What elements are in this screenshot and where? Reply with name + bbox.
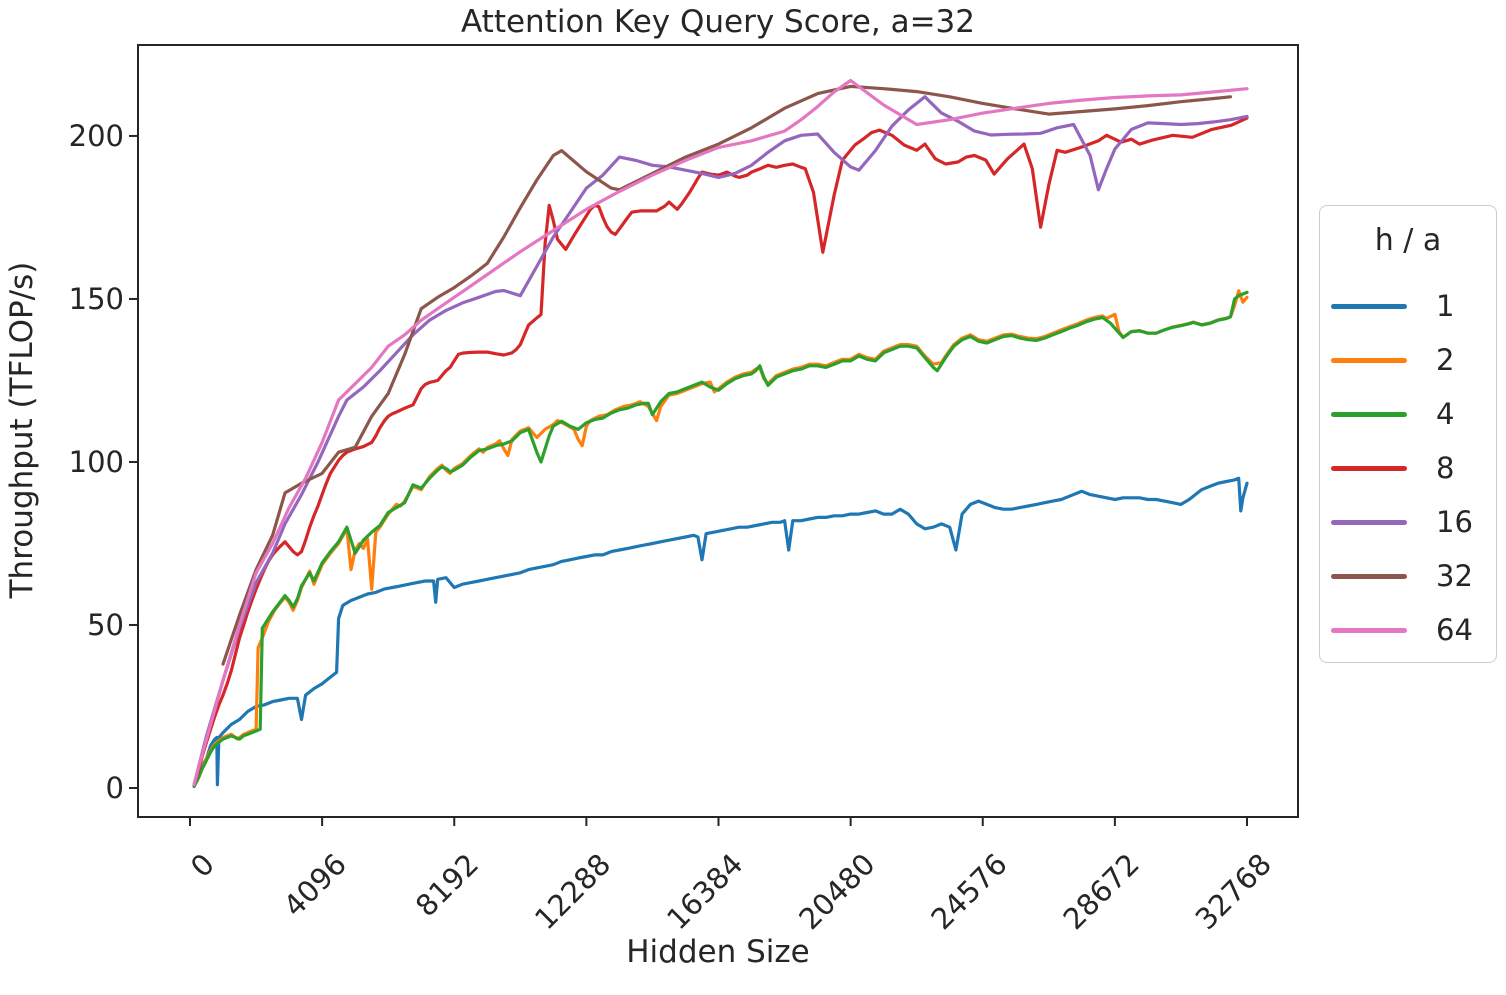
series-line-64 [192, 78, 1249, 787]
x-axis-label: Hidden Size [626, 934, 810, 970]
legend-swatch-64 [1331, 627, 1407, 633]
x-tick-label: 16384 [660, 847, 749, 936]
series-line-16 [192, 95, 1249, 787]
y-tick-label: 200 [69, 119, 124, 153]
y-axis-label: Throughput (TFLOP/s) [4, 261, 40, 599]
legend-swatch-4 [1331, 411, 1407, 417]
legend-label: 32 [1436, 559, 1473, 593]
x-tick-label: 32768 [1189, 847, 1278, 936]
legend-item-64: 64 [1320, 603, 1496, 657]
legend-item-16: 16 [1320, 495, 1496, 549]
legend-label: 4 [1436, 397, 1455, 431]
series-line-4 [192, 290, 1249, 789]
series-line-8 [192, 116, 1249, 787]
series-line-1 [192, 476, 1249, 789]
legend-items: 1 2 4 8 16 32 64 [1320, 279, 1496, 657]
legend-item-32: 32 [1320, 549, 1496, 603]
x-tick-label: 12288 [528, 847, 617, 936]
legend-label: 64 [1436, 613, 1473, 647]
legend-swatch-2 [1331, 357, 1407, 363]
legend-item-4: 4 [1320, 387, 1496, 441]
y-tick-label: 100 [69, 445, 124, 479]
legend-label: 8 [1436, 451, 1455, 485]
legend-label: 1 [1436, 289, 1455, 323]
x-tick-label: 0 [184, 847, 221, 884]
legend-item-8: 8 [1320, 441, 1496, 495]
x-tick-label: 8192 [409, 847, 485, 923]
chart-title: Attention Key Query Score, a=32 [461, 4, 975, 40]
legend-label: 16 [1436, 505, 1473, 539]
x-tick-label: 24576 [924, 847, 1013, 936]
legend-swatch-1 [1331, 303, 1407, 309]
legend-item-1: 1 [1320, 279, 1496, 333]
legend-label: 2 [1436, 343, 1455, 377]
plot-spines [137, 44, 1299, 818]
legend-swatch-16 [1331, 519, 1407, 525]
y-tick-label: 0 [106, 771, 124, 805]
legend-item-2: 2 [1320, 333, 1496, 387]
y-tick-label: 150 [69, 282, 124, 316]
legend-title: h / a [1374, 223, 1442, 258]
legend-swatch-32 [1331, 573, 1407, 579]
legend-swatch-8 [1331, 465, 1407, 471]
x-tick-label: 4096 [277, 847, 353, 923]
x-tick-label: 28672 [1057, 847, 1146, 936]
x-tick-label: 20480 [792, 847, 881, 936]
y-tick-label: 50 [87, 608, 124, 642]
legend: h / a 1 2 4 8 16 32 64 [1319, 205, 1497, 663]
